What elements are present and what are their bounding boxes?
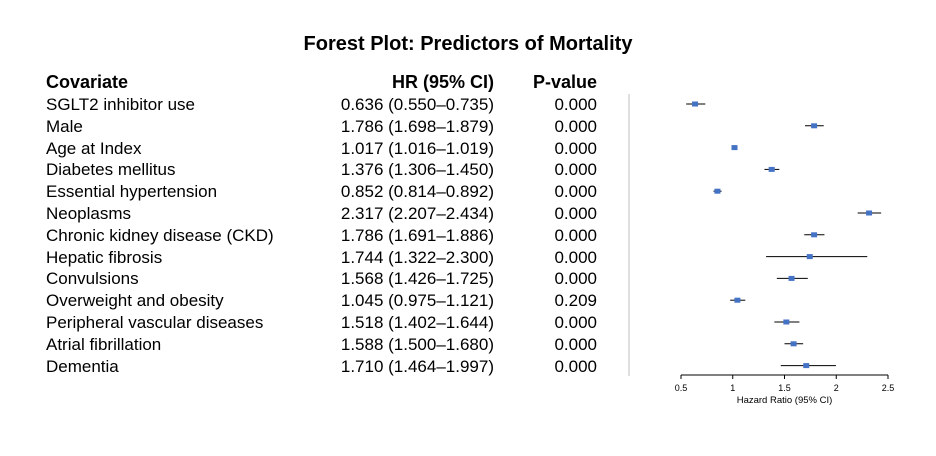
- hr-marker: [806, 254, 813, 260]
- covariate-header: Covariate: [46, 72, 129, 92]
- hr-marker: [790, 341, 797, 347]
- p-value-cell: 0.000: [554, 116, 597, 136]
- hr-marker: [734, 297, 741, 303]
- hr-header: HR (95% CI): [391, 72, 494, 92]
- p-value-header: P-value: [532, 72, 597, 92]
- p-value-cell: 0.000: [554, 356, 597, 376]
- p-value-cell: 0.000: [554, 313, 597, 332]
- hr-ci-cell: 1.568 (1.426–1.725): [340, 269, 494, 289]
- covariate-cell: Dementia: [46, 356, 119, 376]
- covariate-cell: Atrial fibrillation: [46, 334, 162, 354]
- p-value-cell: 0.209: [554, 291, 597, 311]
- hr-ci-cell: 0.852 (0.814–0.892): [340, 182, 494, 202]
- covariate-cell: Neoplasms: [46, 204, 132, 223]
- p-value-cell: 0.000: [554, 247, 597, 267]
- hr-marker: [768, 166, 775, 172]
- p-value-cell: 0.000: [554, 182, 597, 202]
- x-tick-label: 2.5: [882, 383, 895, 393]
- p-value-cell: 0.000: [554, 160, 597, 180]
- hr-ci-cell: 1.518 (1.402–1.644): [340, 313, 494, 332]
- hr-ci-cell: 1.786 (1.691–1.886): [340, 225, 494, 245]
- x-tick-label: 1.5: [778, 383, 791, 393]
- hr-ci-cell: 1.045 (0.975–1.121): [340, 291, 494, 311]
- hr-marker: [783, 319, 790, 325]
- covariate-cell: Chronic kidney disease (CKD): [46, 225, 274, 245]
- x-tick-label: 2: [834, 383, 839, 393]
- covariate-cell: Essential hypertension: [46, 182, 218, 202]
- hr-ci-cell: 1.786 (1.698–1.879): [340, 116, 494, 136]
- covariate-cell: Diabetes mellitus: [46, 160, 176, 180]
- p-value-cell: 0.000: [554, 204, 597, 223]
- hr-marker: [803, 363, 810, 369]
- hr-ci-cell: 1.710 (1.464–1.997): [340, 356, 494, 376]
- covariate-cell: Hepatic fibrosis: [46, 247, 163, 267]
- p-value-cell: 0.000: [554, 138, 597, 158]
- p-value-cell: 0.000: [554, 269, 597, 289]
- hr-marker: [788, 275, 795, 281]
- forest-plot: 0.5 1 1.5 2 2.5 Hazard Ratio (95% CI): [628, 94, 895, 406]
- covariate-cell: Age at Index: [46, 138, 142, 158]
- p-value-cell: 0.000: [554, 95, 597, 114]
- hr-marker: [692, 101, 699, 107]
- hr-marker: [811, 232, 818, 238]
- hr-ci-cell: 0.636 (0.550–0.735): [340, 95, 494, 114]
- hr-ci-cell: 1.588 (1.500–1.680): [340, 334, 494, 354]
- covariate-cell: Overweight and obesity: [46, 291, 224, 311]
- x-tick-label: 0.5: [675, 383, 688, 393]
- p-value-cell: 0.000: [554, 334, 597, 354]
- x-tick-label: 1: [730, 383, 735, 393]
- hr-ci-cell: 1.744 (1.322–2.300): [340, 247, 494, 267]
- hr-ci-cell: 2.317 (2.207–2.434): [340, 204, 494, 223]
- x-axis-title: Hazard Ratio (95% CI): [737, 395, 833, 406]
- hr-marker: [714, 188, 721, 194]
- covariate-cell: Male: [46, 116, 83, 136]
- hr-ci-cell: 1.376 (1.306–1.450): [340, 160, 494, 180]
- hr-marker: [731, 145, 738, 151]
- p-value-cell: 0.000: [554, 225, 597, 245]
- hr-marker: [811, 123, 818, 129]
- hr-marker: [866, 210, 873, 216]
- covariate-cell: Convulsions: [46, 269, 139, 289]
- covariate-cell: SGLT2 inhibitor use: [46, 95, 195, 114]
- hr-ci-cell: 1.017 (1.016–1.019): [340, 138, 494, 158]
- covariate-cell: Peripheral vascular diseases: [46, 313, 264, 332]
- chart-title: Forest Plot: Predictors of Mortality: [303, 33, 633, 55]
